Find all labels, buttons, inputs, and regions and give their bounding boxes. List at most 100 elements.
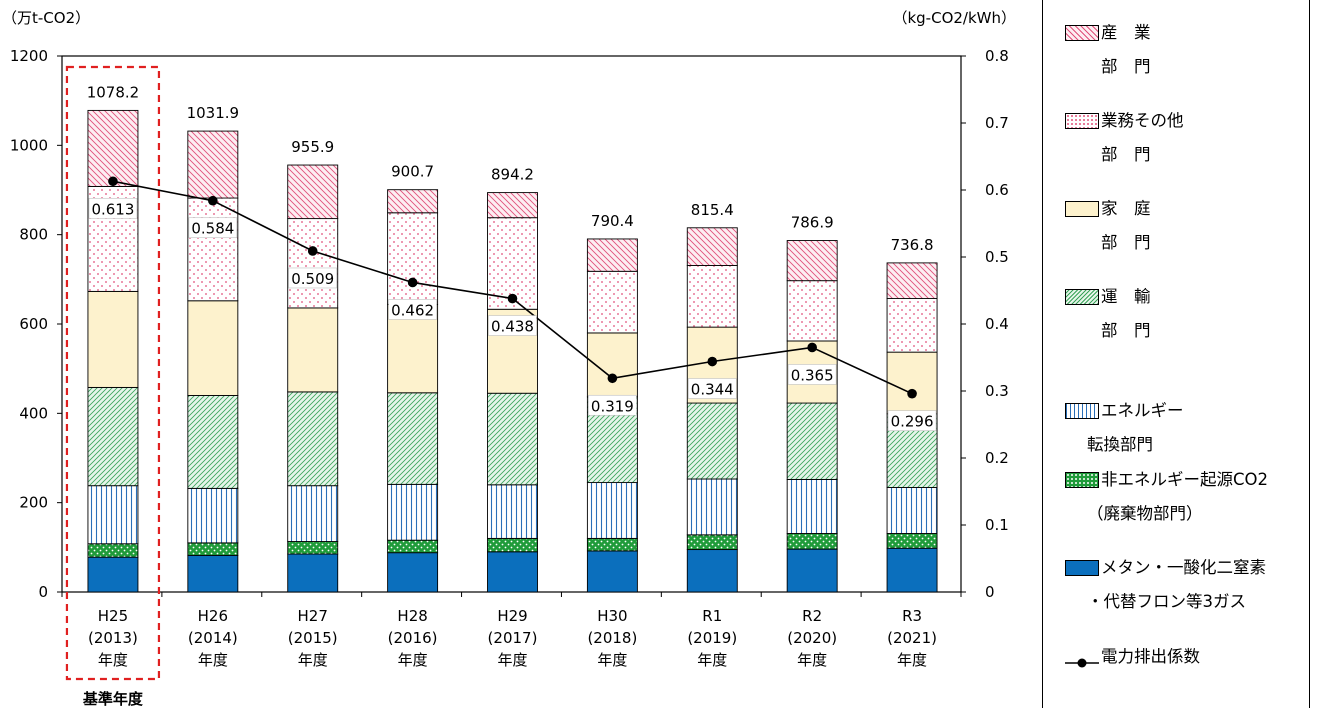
x-category-label: 年度 <box>98 651 128 669</box>
bar-segment <box>686 402 738 480</box>
legend-label-line2: （廃棄物部門） <box>1087 504 1203 523</box>
legend-text: 業務その他部 門 <box>1101 104 1184 172</box>
y-right-tick-label: 0.7 <box>985 114 1009 132</box>
emission-point <box>407 277 418 288</box>
legend-label-line2: 部 門 <box>1101 145 1151 164</box>
bar-segment <box>287 391 339 487</box>
emission-value-label: 0.438 <box>491 318 534 336</box>
bar-segment <box>487 551 538 593</box>
emission-point <box>807 342 817 353</box>
bar-total-label: 1031.9 <box>187 104 240 122</box>
chart-bars <box>87 109 938 593</box>
legend-item-energy: エネルギー 転換部門 <box>1065 394 1184 462</box>
x-category-label: R1 <box>702 607 722 625</box>
bar-segment <box>87 109 139 187</box>
legend-text: 産 業部 門 <box>1101 16 1151 84</box>
emission-label-box <box>88 197 138 219</box>
legend-label-line2: 転換部門 <box>1087 435 1153 454</box>
emission-label-box <box>288 267 338 289</box>
emission-value-label: 0.319 <box>591 397 634 415</box>
legend-item-household: 家 庭部 門 <box>1065 192 1151 260</box>
legend-label-line2: 部 門 <box>1101 321 1151 340</box>
emission-point <box>707 356 718 367</box>
bar-segment <box>786 402 838 480</box>
bar-segment <box>886 351 938 415</box>
y-left-tick-label: 1000 <box>10 136 48 154</box>
bar-segment <box>786 478 838 534</box>
legend-label-line2: 部 門 <box>1101 233 1151 252</box>
legend-swatch-icon <box>1065 560 1099 576</box>
legend-label-line2: 部 門 <box>1101 57 1151 76</box>
bar-segment <box>387 539 439 554</box>
x-category-label: (2018) <box>587 629 637 647</box>
bar-segment <box>886 487 938 534</box>
x-category-label: H30 <box>597 607 627 625</box>
bar-segment <box>586 537 638 552</box>
legend-swatch-icon <box>1065 403 1099 419</box>
emission-point <box>507 293 518 304</box>
legend-item-industry: 産 業部 門 <box>1065 16 1151 84</box>
legend-item-commercial: 業務その他部 門 <box>1065 104 1184 172</box>
x-category-label: (2020) <box>787 629 837 647</box>
base-year-label: 基準年度 <box>82 690 144 708</box>
bar-segment <box>387 552 439 593</box>
emission-point <box>108 176 118 187</box>
legend-text: 家 庭部 門 <box>1101 192 1151 260</box>
bar-segment <box>287 485 339 542</box>
emission-value-label: 0.584 <box>191 220 234 238</box>
legend: 産 業部 門業務その他部 門家 庭部 門運 輸部 門エネルギー 転換部門 非エネルギ… <box>1042 0 1310 708</box>
bar-total-label: 955.9 <box>291 138 334 156</box>
base-year-box <box>65 65 161 681</box>
legend-item-nonenergy: 非エネルギー起源CO2 （廃棄物部門） <box>1065 463 1268 531</box>
line-marker-icon <box>1065 649 1099 668</box>
bar-segment <box>87 556 139 593</box>
bar-segment <box>87 290 139 388</box>
bar-segment <box>87 386 139 487</box>
x-category-label: (2013) <box>88 629 138 647</box>
legend-label-line2: ・代替フロン等3ガス <box>1087 592 1246 611</box>
bar-total-label: 736.8 <box>891 236 934 254</box>
emission-point <box>907 388 917 399</box>
emission-label-box <box>388 299 437 320</box>
x-category-label: 年度 <box>697 651 727 669</box>
bar-segment <box>287 541 339 555</box>
bar-segment <box>487 192 538 219</box>
bar-segment <box>487 537 538 553</box>
x-category-label: 年度 <box>897 651 927 669</box>
legend-swatch-icon <box>1065 201 1099 217</box>
emission-label-box <box>188 217 238 239</box>
y-left-tick-label: 1200 <box>10 47 48 65</box>
bar-segment <box>686 265 738 328</box>
bar-segment <box>87 543 139 558</box>
x-category-label: (2017) <box>488 629 538 647</box>
bar-segment <box>187 300 239 396</box>
y-right-tick-label: 0.8 <box>985 47 1009 65</box>
bar-segment <box>786 240 838 282</box>
y-right-tick-label: 0.1 <box>985 516 1009 534</box>
bar-segment <box>287 307 339 393</box>
bar-total-label: 894.2 <box>491 166 534 184</box>
bar-segment <box>586 482 638 539</box>
bar-segment <box>786 548 838 593</box>
y-left-tick-label: 200 <box>19 494 48 512</box>
legend-text: 電力排出係数 <box>1101 640 1200 674</box>
emission-point <box>607 373 618 384</box>
x-category-label: H28 <box>397 607 427 625</box>
bar-segment <box>686 478 738 536</box>
legend-label-line1: 運 輸 <box>1101 287 1151 306</box>
bar-segment <box>786 533 838 550</box>
legend-swatch-icon <box>1065 113 1099 129</box>
x-category-label: 年度 <box>398 651 428 669</box>
legend-text: 運 輸部 門 <box>1101 280 1151 348</box>
bar-total-label: 786.9 <box>791 214 834 232</box>
y-right-tick-label: 0.2 <box>985 449 1009 467</box>
bar-segment <box>287 218 339 309</box>
bar-total-label: 900.7 <box>391 163 434 181</box>
bar-segment <box>187 554 239 593</box>
emission-value-label: 0.462 <box>391 301 434 319</box>
chart-axes: 0 200 400 600 800 1000 1200 0 0.1 0.2 0.3 0.4 0.5 0.6… <box>10 47 1009 601</box>
x-category-label: 年度 <box>198 651 228 669</box>
legend-label-line1: 産 業 <box>1101 23 1151 42</box>
bar-segment <box>487 484 538 539</box>
bar-segment <box>387 392 439 485</box>
